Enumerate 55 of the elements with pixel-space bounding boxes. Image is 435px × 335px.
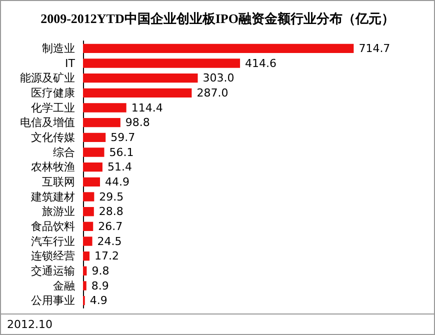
y-tick-label: 连锁经营 bbox=[31, 250, 75, 263]
data-label: 17.2 bbox=[94, 250, 120, 263]
bar bbox=[83, 251, 90, 261]
y-tick-label: IT bbox=[65, 56, 76, 70]
data-label: 414.6 bbox=[245, 56, 277, 70]
bar bbox=[83, 118, 120, 128]
bar bbox=[83, 44, 354, 54]
data-label: 98.8 bbox=[125, 116, 150, 130]
data-label: 303.0 bbox=[202, 72, 234, 85]
data-label: 4.9 bbox=[90, 294, 108, 308]
y-tick-label: 互联网 bbox=[42, 175, 75, 188]
data-label: 26.7 bbox=[98, 220, 123, 233]
y-tick-label: 文化传媒 bbox=[31, 130, 75, 144]
y-tick-label: 综合 bbox=[53, 146, 75, 159]
bar bbox=[83, 222, 94, 232]
bar bbox=[83, 236, 92, 246]
data-label: 29.5 bbox=[99, 190, 124, 204]
data-label: 56.1 bbox=[109, 146, 134, 159]
y-tick-label: 旅游业 bbox=[42, 205, 75, 218]
y-tick-label: 能源及矿业 bbox=[20, 72, 75, 85]
y-tick-label: 金融 bbox=[53, 279, 75, 292]
bar bbox=[83, 206, 94, 216]
y-tick-label: 医疗健康 bbox=[31, 86, 75, 100]
bar bbox=[83, 148, 104, 157]
bar bbox=[83, 266, 87, 276]
bar bbox=[83, 88, 192, 98]
y-tick-label: 汽车行业 bbox=[31, 234, 75, 248]
y-tick-label: 化学工业 bbox=[31, 101, 75, 114]
bar bbox=[83, 177, 100, 187]
y-tick-label: 食品饮料 bbox=[31, 220, 75, 233]
bar bbox=[83, 162, 102, 172]
data-label: 44.9 bbox=[105, 175, 130, 188]
data-label: 287.0 bbox=[196, 86, 228, 100]
y-tick-label: 建筑建材 bbox=[30, 190, 75, 204]
data-label: 59.7 bbox=[110, 130, 136, 144]
data-label: 9.8 bbox=[92, 264, 110, 278]
data-label: 714.7 bbox=[358, 42, 390, 55]
chart-title: 2009-2012YTD中国企业创业板IPO融资金额行业分布（亿元） bbox=[40, 11, 394, 26]
data-label: 8.9 bbox=[91, 279, 109, 292]
bar bbox=[83, 132, 106, 142]
y-tick-label: 公用事业 bbox=[31, 294, 75, 308]
bar bbox=[83, 58, 240, 68]
y-tick-label: 制造业 bbox=[42, 42, 75, 55]
bar bbox=[83, 192, 94, 202]
data-label: 114.4 bbox=[131, 101, 163, 114]
data-label: 51.4 bbox=[107, 160, 132, 174]
data-label: 24.5 bbox=[97, 234, 122, 248]
bar bbox=[83, 281, 86, 290]
data-label: 28.8 bbox=[98, 205, 124, 218]
bar bbox=[83, 73, 198, 83]
y-tick-label: 农林牧渔 bbox=[31, 160, 75, 174]
text: 2012.10 bbox=[7, 318, 52, 331]
bar bbox=[83, 103, 126, 112]
y-tick-label: 电信及增值 bbox=[20, 116, 75, 130]
y-tick-label: 交通运输 bbox=[31, 264, 75, 278]
